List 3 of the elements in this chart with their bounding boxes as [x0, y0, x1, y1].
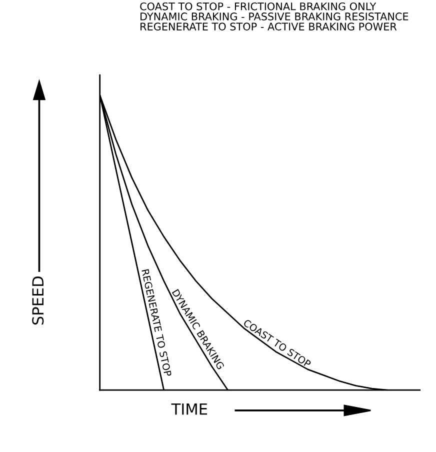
y-axis-title: SPEED — [32, 276, 44, 325]
x-axis-title: TIME — [171, 403, 208, 415]
chart-title: COAST TO STOP - FRICTIONAL BRAKING ONLY DYNAMIC BRAKING - PASSIVE BRAKING RESISTANCE REGENERATE TO STOP - ACTIVE BRAKING POWER — [140, 2, 408, 30]
